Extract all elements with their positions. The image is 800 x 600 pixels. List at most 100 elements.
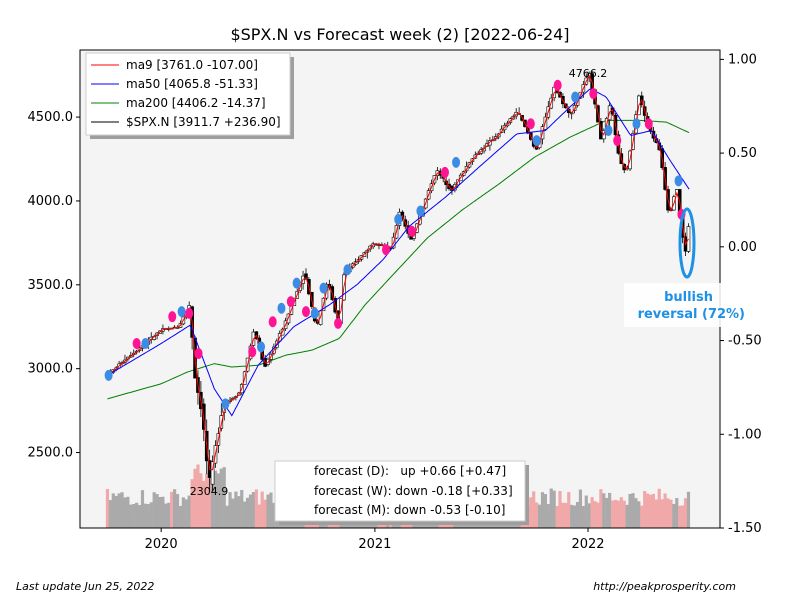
volume-bar bbox=[202, 480, 206, 528]
buy-signal-marker bbox=[343, 264, 352, 276]
buy-signal-marker bbox=[319, 282, 328, 294]
sell-signal-marker bbox=[185, 307, 194, 319]
volume-bar bbox=[669, 499, 673, 528]
buy-signal-marker bbox=[532, 135, 541, 147]
volume-bar bbox=[561, 502, 565, 528]
volume-bar bbox=[149, 502, 153, 528]
volume-bar bbox=[120, 492, 124, 528]
volume-bar bbox=[213, 470, 218, 528]
y-right-tick-label: -0.50 bbox=[728, 334, 762, 349]
volume-bar bbox=[572, 505, 577, 528]
volume-bar bbox=[637, 501, 641, 528]
volume-bar bbox=[167, 502, 171, 528]
volume-bar bbox=[666, 498, 670, 528]
volume-bar bbox=[260, 491, 264, 528]
y-right-tick-label: -1.50 bbox=[728, 521, 762, 536]
sell-signal-marker bbox=[589, 88, 598, 100]
x-tick-label: 2021 bbox=[358, 537, 391, 552]
volume-bar bbox=[634, 498, 638, 528]
marker-layer bbox=[104, 79, 686, 410]
volume-bar bbox=[645, 493, 650, 528]
y-right-tick-label: 0.50 bbox=[728, 146, 757, 161]
sell-signal-marker bbox=[553, 79, 562, 91]
signal-text-line1: bullish bbox=[664, 290, 713, 305]
volume-bar bbox=[187, 495, 191, 528]
legend-label-ma200: ma200 [4406.2 -14.37] bbox=[126, 96, 266, 110]
signal-text-backdrop bbox=[624, 283, 752, 327]
volume-bar bbox=[132, 504, 136, 528]
sell-signal-marker bbox=[286, 296, 295, 308]
volume-bar bbox=[616, 500, 620, 528]
volume-bar bbox=[248, 494, 253, 528]
volume-bar bbox=[193, 468, 197, 528]
volume-bar bbox=[181, 497, 185, 528]
y-left-tick-label: 2500.0 bbox=[28, 446, 74, 461]
y-right-tick-label: 1.00 bbox=[728, 52, 757, 67]
buy-signal-marker bbox=[141, 338, 150, 350]
chart-title: $SPX.N vs Forecast week (2) [2022-06-24] bbox=[230, 25, 569, 44]
volume-bar bbox=[243, 501, 247, 528]
sell-signal-marker bbox=[248, 346, 257, 358]
buy-signal-marker bbox=[674, 175, 683, 187]
forecast-weekly: forecast (W): down -0.18 [+0.33] bbox=[314, 484, 513, 498]
volume-bar bbox=[152, 492, 156, 528]
y-left-tick-label: 4000.0 bbox=[28, 194, 74, 209]
sell-signal-marker bbox=[440, 166, 449, 178]
sell-signal-marker bbox=[526, 118, 535, 130]
buy-signal-marker bbox=[310, 307, 319, 319]
volume-bar bbox=[678, 505, 682, 528]
forecast-daily: forecast (D): up +0.66 [+0.47] bbox=[314, 464, 506, 478]
candle-body bbox=[219, 415, 224, 429]
buy-signal-marker bbox=[394, 213, 403, 225]
buy-signal-marker bbox=[292, 277, 301, 289]
sell-signal-marker bbox=[301, 306, 310, 318]
volume-bar bbox=[164, 503, 168, 528]
volume-bar bbox=[126, 496, 130, 528]
volume-bar bbox=[231, 498, 235, 528]
buy-signal-marker bbox=[571, 91, 580, 103]
volume-bar bbox=[631, 493, 635, 528]
volume-bar bbox=[158, 497, 162, 528]
volume-bar bbox=[549, 488, 553, 528]
volume-bar bbox=[610, 500, 615, 528]
max-label: 4766.2 bbox=[569, 67, 608, 80]
volume-bar bbox=[210, 463, 215, 528]
buy-signal-marker bbox=[604, 125, 613, 137]
volume-bar bbox=[234, 491, 238, 528]
volume-bar bbox=[199, 473, 203, 528]
volume-bar bbox=[672, 503, 676, 528]
buy-signal-marker bbox=[416, 205, 425, 217]
volume-bar bbox=[643, 490, 647, 528]
volume-bar bbox=[219, 468, 223, 528]
y-left-tick-label: 3500.0 bbox=[28, 278, 74, 293]
volume-bar bbox=[651, 493, 656, 528]
volume-bar bbox=[175, 494, 180, 528]
volume-bar bbox=[155, 494, 159, 528]
volume-bar bbox=[683, 498, 688, 528]
volume-bar bbox=[648, 494, 653, 528]
buy-signal-marker bbox=[257, 341, 266, 353]
volume-bar bbox=[529, 497, 533, 528]
ma200-line bbox=[107, 119, 690, 400]
min-label: 2304.9 bbox=[190, 485, 229, 498]
volume-bar bbox=[657, 488, 661, 528]
volume-bar bbox=[602, 493, 606, 528]
volume-bar bbox=[140, 490, 145, 528]
volume-bar bbox=[581, 505, 585, 528]
volume-bar bbox=[228, 492, 232, 528]
volume-bar bbox=[628, 493, 632, 528]
volume-bar bbox=[663, 493, 667, 528]
x-tick-label: 2020 bbox=[145, 537, 178, 552]
ma9-line bbox=[107, 74, 689, 471]
volume-bar bbox=[251, 492, 256, 528]
volume-bar bbox=[537, 504, 542, 528]
legend-label-ma50: ma50 [4065.8 -51.33] bbox=[126, 77, 258, 91]
volume-bar bbox=[552, 490, 556, 528]
volume-bar bbox=[222, 467, 226, 528]
volume-bar bbox=[640, 505, 644, 528]
volume-bar bbox=[123, 497, 127, 528]
ma200-layer bbox=[107, 119, 690, 400]
y-right-tick-label: -1.00 bbox=[728, 427, 762, 442]
sell-signal-marker bbox=[168, 311, 177, 323]
volume-bar bbox=[114, 495, 118, 528]
